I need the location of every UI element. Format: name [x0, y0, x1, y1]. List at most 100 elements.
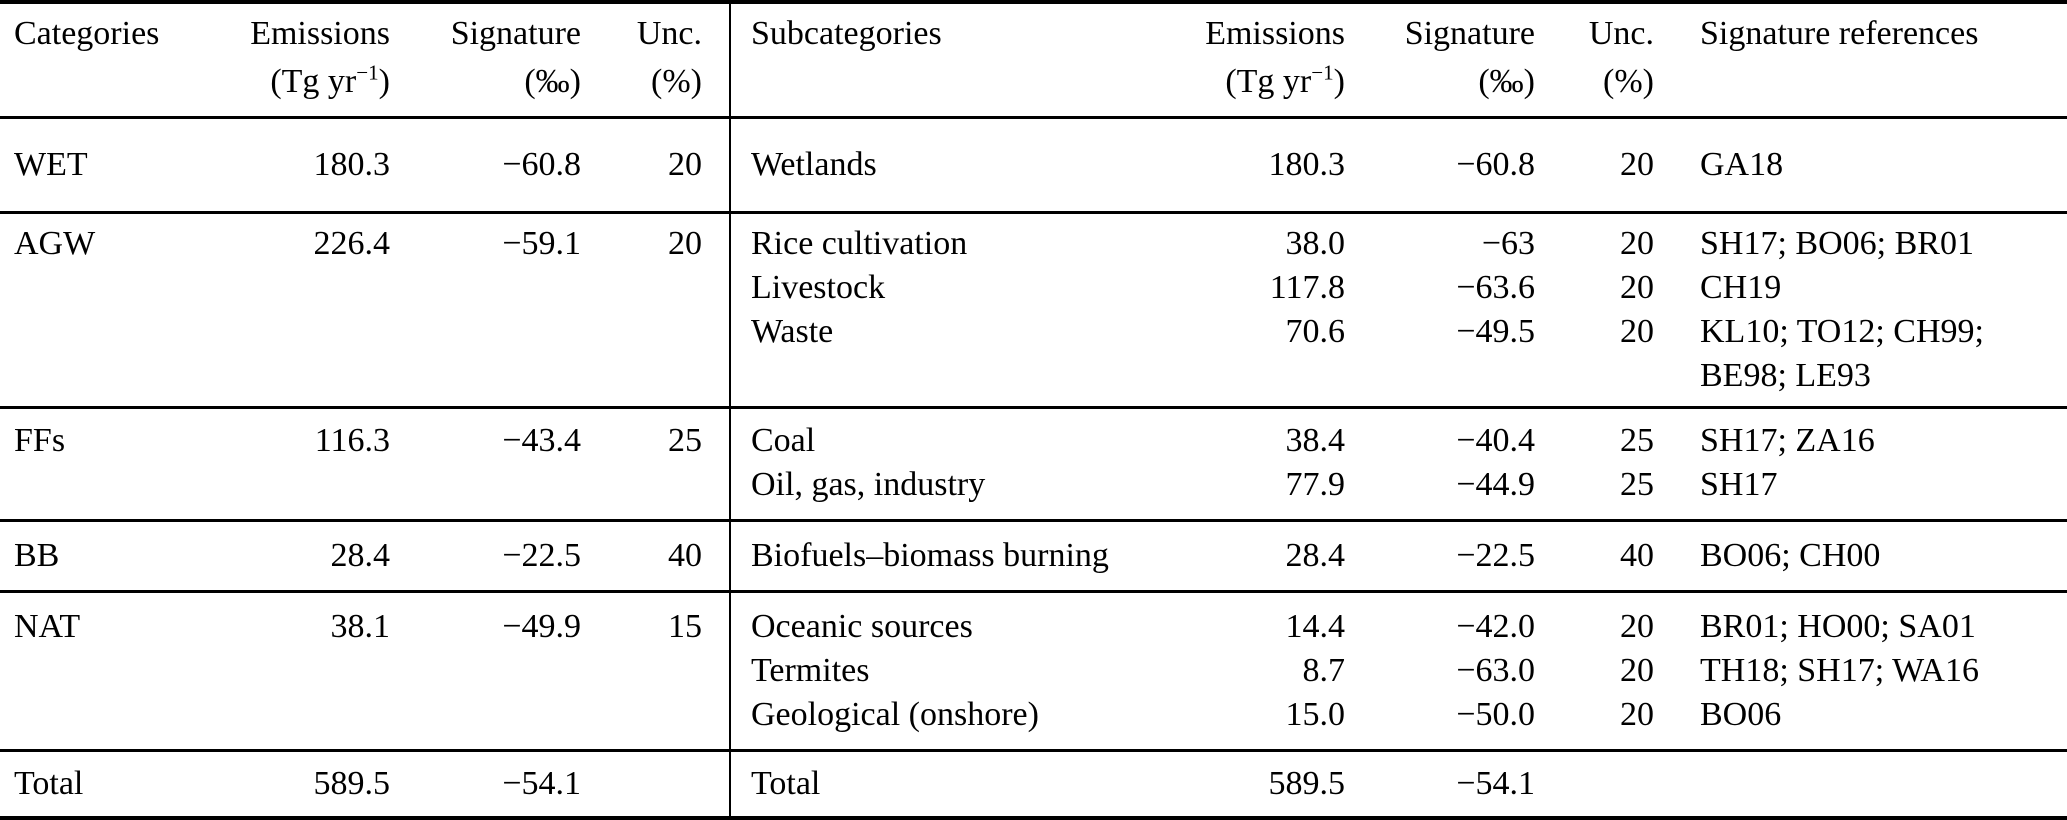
subcategory-uncertainty — [1535, 762, 1654, 806]
category-signature: −43.4 — [502, 422, 581, 459]
signature-references: TH18; SH17; WA16 — [1700, 652, 1979, 689]
subcategory-emissions: 15.0 — [1285, 696, 1346, 733]
subcategory-signature: −63 — [1481, 225, 1535, 262]
subcategory-signature: −50.0 — [1456, 696, 1535, 733]
col-unit-unc-left: (%) — [651, 63, 702, 100]
subcategory-uncertainty: 20 — [1620, 652, 1654, 689]
subcategory-signature: −60.8 — [1456, 146, 1535, 183]
column-divider-line — [729, 752, 731, 816]
subcategory-name: Biofuels–biomass burning — [751, 537, 1109, 574]
category-uncertainty: 15 — [668, 608, 702, 645]
category-label: NAT — [14, 608, 81, 645]
signature-references: GA18 — [1700, 146, 1784, 183]
category-signature: −22.5 — [502, 537, 581, 574]
col-unit-unc-right: (%) — [1603, 63, 1654, 100]
signature-references: BO06; CH00 — [1700, 537, 1881, 574]
col-unit-references-empty — [1654, 58, 2067, 106]
subcategory-name: Oil, gas, industry — [751, 466, 986, 503]
category-uncertainty: 40 — [668, 537, 702, 574]
subcategory-signature: −44.9 — [1456, 466, 1535, 503]
column-divider-line — [729, 522, 731, 590]
subcategory-uncertainty: 25 — [1620, 422, 1654, 459]
subcategory-name: Geological (onshore) — [751, 696, 1039, 733]
subcategory-signature: −22.5 — [1456, 537, 1535, 574]
subcategory-uncertainty: 40 — [1620, 537, 1654, 574]
category-emissions: 180.3 — [313, 146, 391, 183]
subcategory-signature: −63.0 — [1456, 652, 1535, 689]
col-unit-subcategories-empty — [729, 58, 1000, 106]
column-divider-line — [729, 119, 731, 211]
category-signature: −59.1 — [502, 225, 581, 262]
horizontal-rule-header — [0, 116, 2067, 119]
col-unit-emissions-right: (Tg yr−1) — [1225, 60, 1345, 100]
subcategory-emissions: 589.5 — [1268, 765, 1346, 802]
subcategory-signature: −49.5 — [1456, 313, 1535, 350]
unit-superscript: −1 — [356, 60, 379, 85]
subcategory-name: Wetlands — [751, 146, 877, 183]
category-uncertainty: 25 — [668, 422, 702, 459]
horizontal-rule-group — [0, 749, 2067, 752]
unit-superscript: −1 — [1311, 60, 1334, 85]
column-divider-line — [729, 214, 731, 406]
subcategory-signature: −42.0 — [1456, 608, 1535, 645]
col-unit-signature-right: (‰) — [1478, 63, 1535, 100]
subcategory-uncertainty: 20 — [1620, 696, 1654, 733]
subcategory-signature: −40.4 — [1456, 422, 1535, 459]
col-unit-signature-left: (‰) — [524, 63, 581, 100]
subcategory-emissions: 180.3 — [1268, 146, 1346, 183]
signature-references: BO06 — [1700, 696, 1782, 733]
category-label: AGW — [14, 225, 96, 262]
category-label: FFs — [14, 422, 66, 459]
category-uncertainty: 20 — [668, 146, 702, 183]
category-group-nat: NAT 38.1 −49.9 15 Oceanic sources 14.4 −… — [0, 593, 2067, 749]
table-header: Categories Emissions Signature Unc. Subc… — [0, 4, 2067, 116]
subcategory-emissions: 8.7 — [1302, 652, 1346, 689]
horizontal-rule-group — [0, 406, 2067, 409]
subcategory-emissions: 77.9 — [1285, 466, 1346, 503]
category-emissions: 589.5 — [313, 765, 391, 802]
category-uncertainty — [581, 762, 729, 806]
subcategory-emissions: 14.4 — [1285, 608, 1346, 645]
category-emissions: 226.4 — [313, 225, 391, 262]
category-emissions: 38.1 — [330, 608, 391, 645]
category-label: WET — [14, 146, 88, 183]
col-header-unc-left: Unc. — [636, 15, 702, 52]
subcategory-name: Coal — [751, 422, 816, 459]
subcategory-signature: −54.1 — [1456, 765, 1535, 802]
category-signature: −54.1 — [502, 765, 581, 802]
category-signature: −60.8 — [502, 146, 581, 183]
category-emissions: 116.3 — [314, 422, 390, 459]
signature-references: SH17; ZA16 — [1700, 422, 1875, 459]
subcategory-uncertainty: 20 — [1620, 225, 1654, 262]
category-group-wet: WET 180.3 −60.8 20 Wetlands 180.3 −60.8 … — [0, 119, 2067, 211]
col-header-signature-left: Signature — [450, 15, 581, 52]
signature-references: BR01; HO00; SA01 — [1700, 608, 1976, 645]
signature-references: KL10; TO12; CH99; BE98; LE93 — [1700, 313, 1984, 394]
col-header-unc-right: Unc. — [1588, 15, 1654, 52]
signature-references — [1654, 762, 2067, 806]
column-divider-line — [729, 409, 731, 519]
signature-references: SH17; BO06; BR01 — [1700, 225, 1974, 262]
subcategory-name: Livestock — [751, 269, 886, 306]
subcategory-emissions: 70.6 — [1285, 313, 1346, 350]
subcategory-name: Total — [751, 765, 821, 802]
subcategory-name: Oceanic sources — [751, 608, 973, 645]
subcategory-emissions: 38.0 — [1285, 225, 1346, 262]
col-header-emissions-left: Emissions — [250, 15, 390, 52]
col-header-signature-right: Signature — [1404, 15, 1535, 52]
col-header-categories: Categories — [14, 15, 160, 52]
category-uncertainty: 20 — [668, 225, 702, 262]
total-row: Total 589.5 −54.1 Total 589.5 −54.1 — [0, 752, 2067, 816]
col-header-signature-references: Signature references — [1700, 15, 1979, 52]
horizontal-rule-group — [0, 211, 2067, 214]
subcategory-emissions: 28.4 — [1285, 537, 1346, 574]
column-divider-line — [729, 593, 731, 749]
signature-references: SH17 — [1700, 466, 1778, 503]
horizontal-rule-bottom — [0, 816, 2067, 820]
subcategory-name: Rice cultivation — [751, 225, 968, 262]
subcategory-uncertainty: 25 — [1620, 466, 1654, 503]
signature-references: CH19 — [1700, 269, 1782, 306]
subcategory-uncertainty: 20 — [1620, 313, 1654, 350]
horizontal-rule-top — [0, 0, 2067, 4]
